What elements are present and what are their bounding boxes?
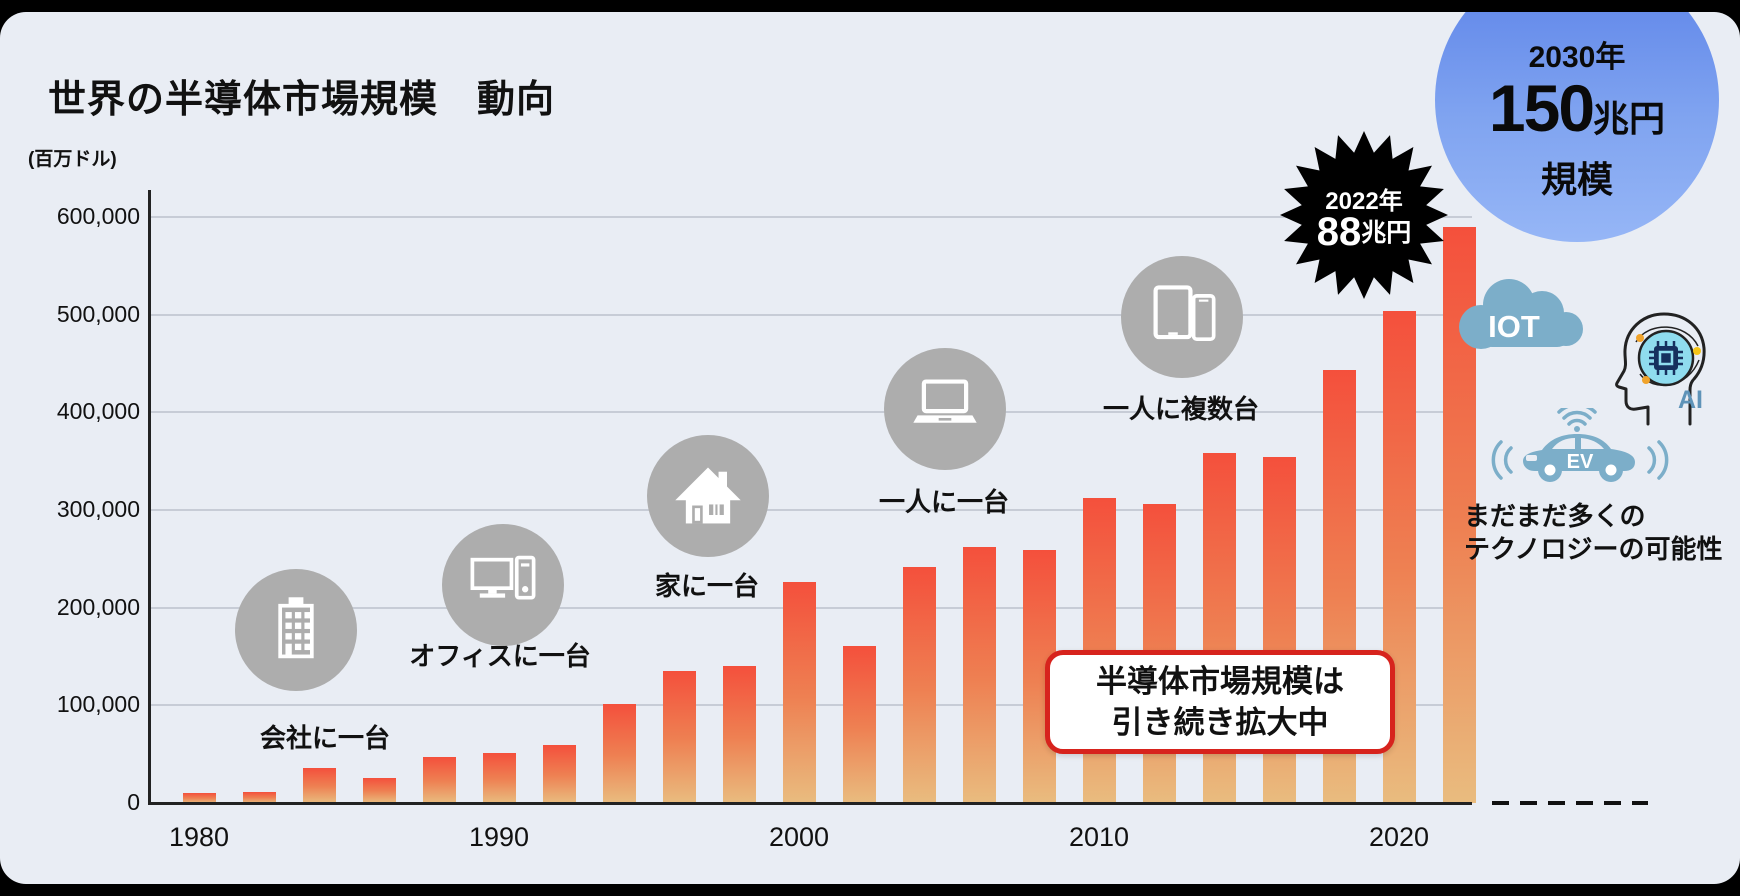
future-note-line2: テクノロジーの可能性 [1464,534,1723,564]
y-tick-label: 400,000 [56,398,140,425]
iot-label: IOT [1488,309,1540,344]
gridline [150,216,1472,218]
target-2030-scale: 規模 [1540,158,1613,200]
desktop-computer-icon [470,555,536,600]
future-note-line1: まだまだ多くの [1464,501,1646,531]
ev-car-icon: EV [1491,408,1669,482]
target-2030-year: 2030年 [1528,40,1626,74]
bar-1990 [482,753,516,803]
badge-2022-year: 2022年 [1325,188,1403,215]
badge-2022-unit: 兆円 [1361,219,1412,247]
badge-2022-number: 88 [1316,210,1362,254]
target-2030-value: 150兆円 [1489,75,1666,151]
bar-1982 [242,792,276,803]
target-2030-circle: 2030年 150兆円 規模 [1435,12,1719,242]
milestone-circle-multi-device [1121,256,1243,378]
milestone-circle-person [884,348,1006,470]
x-tick-label: 2000 [768,822,830,852]
bar-1986 [362,777,396,803]
milestone-circle-company [235,569,357,691]
ai-head-icon: AI [1615,312,1706,426]
milestone-circle-home [647,435,769,557]
laptop-icon [913,379,977,423]
y-tick-label: 200,000 [56,593,140,620]
y-tick-label: 300,000 [56,496,140,522]
tablet-phone-icon [1153,285,1216,342]
infographic-card: 世界の半導体市場規模 動向 (百万ドル) 0 100,000 200,000 300,… [0,12,1740,884]
ai-label: AI [1678,386,1703,414]
future-note: まだまだ多くの テクノロジーの可能性 [1464,500,1722,566]
milestone-label-company: 会社に一台 [259,723,390,753]
bar-2004 [902,566,936,803]
badge-2022-value: 88兆円 [1279,212,1449,252]
y-tick-label: 600,000 [56,203,140,229]
page-title: 世界の半導体市場規模 動向 [48,79,556,121]
house-icon [675,467,741,524]
ev-label: EV [1567,451,1594,473]
milestone-circle-office [442,524,564,646]
chart-canvas: 世界の半導体市場規模 動向 (百万ドル) 0 100,000 200,000 300,… [0,12,1740,884]
gridline [150,313,1472,316]
x-tick-label: 1990 [468,822,530,852]
gridline [150,411,1472,414]
bar-1980 [182,793,216,803]
milestone-label-person: 一人に一台 [878,487,1009,517]
target-2030-unit: 兆円 [1593,97,1666,139]
bar-1992 [542,745,576,803]
badge-2022-starburst [1280,131,1448,299]
callout-box: 半導体市場規模は 引き続き拡大中 [1045,650,1395,754]
y-tick-label: 500,000 [56,300,140,327]
milestone-label-home: 家に一台 [654,571,759,601]
x-tick-label: 2010 [1068,822,1130,852]
bar-1984 [302,767,336,803]
target-2030-number: 150 [1488,70,1595,145]
bar-1996 [662,671,696,803]
y-axis-line [148,190,151,805]
iot-cloud-icon: IOT [1459,279,1583,349]
bar-2000 [782,582,816,803]
x-tick-label: 1980 [168,822,230,852]
y-tick-label: 100,000 [56,691,140,718]
gridline [150,509,1472,511]
building-icon [278,597,314,659]
bar-1998 [722,666,756,803]
x-axis-dashed-continuation [1492,801,1648,805]
callout-line1: 半導体市場規模は [1096,664,1344,699]
milestone-label-office: オフィスに一台 [409,641,591,671]
y-axis-unit-label: (百万ドル) [28,149,117,170]
bar-2006 [962,547,996,803]
bar-1994 [602,704,636,803]
callout-line2: 引き続き拡大中 [1111,705,1329,740]
bar-2002 [842,645,876,803]
x-axis-line [150,802,1472,805]
milestone-label-multi-device: 一人に複数台 [1102,394,1259,424]
x-tick-label: 2020 [1368,822,1430,852]
y-tick-label: 0 [127,789,140,815]
bar-1988 [422,757,456,803]
